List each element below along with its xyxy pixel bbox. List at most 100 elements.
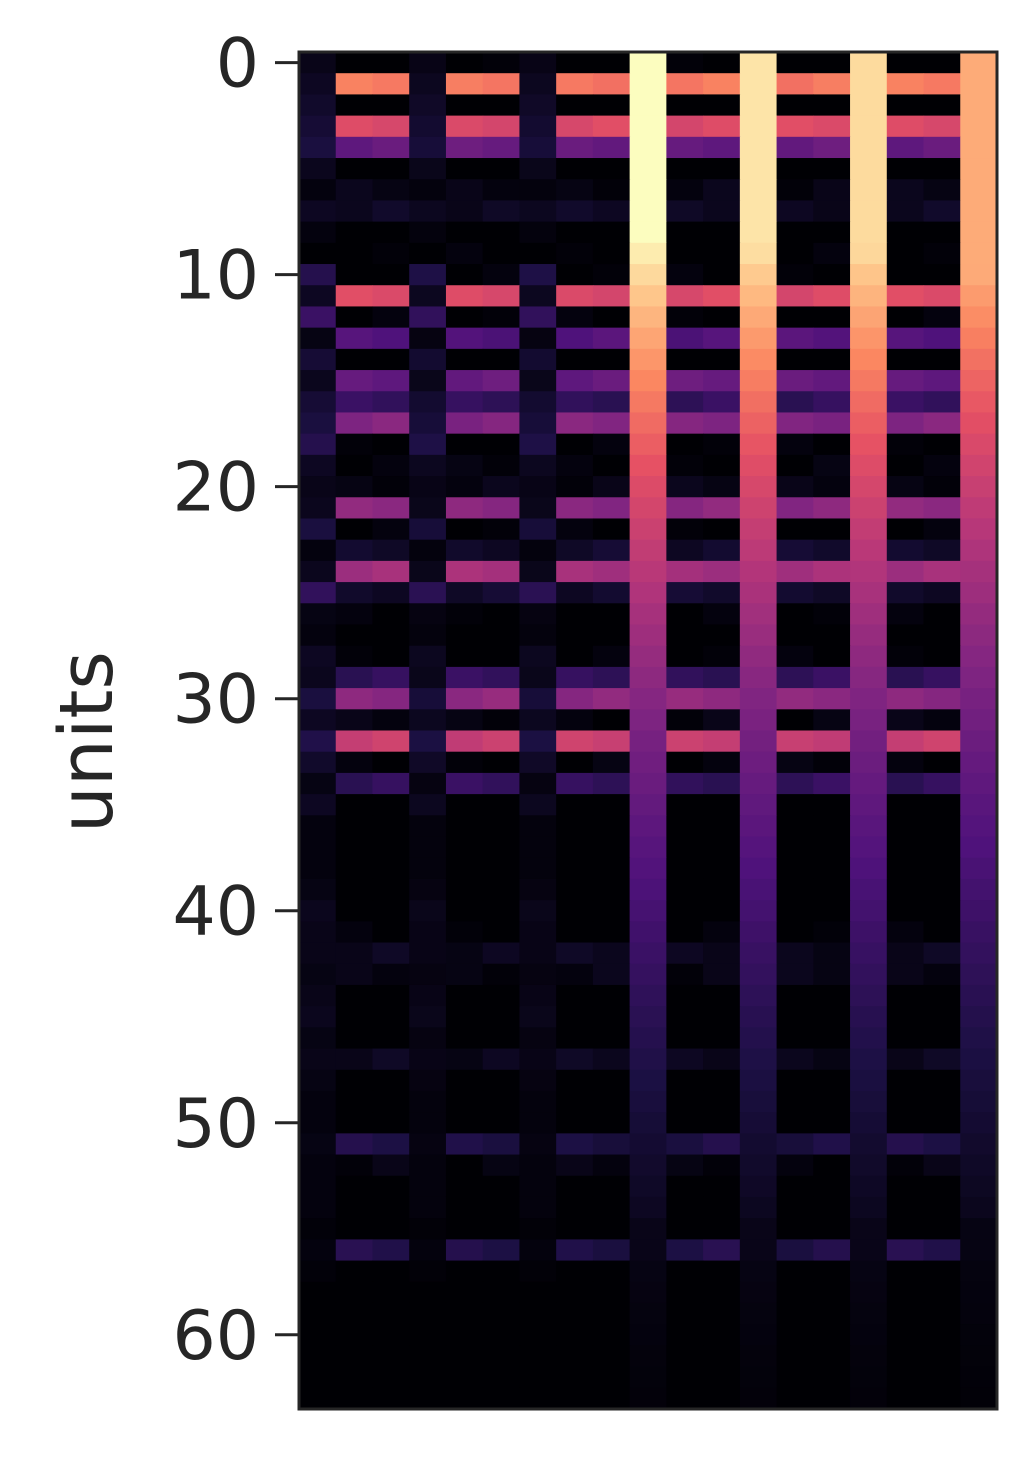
- heatmap-cell: [739, 1154, 778, 1177]
- heatmap-cell: [335, 370, 374, 392]
- heatmap-cell: [666, 454, 704, 477]
- heatmap-cell: [776, 391, 814, 414]
- heatmap-cell: [813, 52, 851, 74]
- heatmap-cell: [556, 433, 594, 456]
- heatmap-cell: [372, 370, 410, 392]
- heatmap-cell: [629, 518, 667, 541]
- heatmap-cell: [482, 518, 521, 541]
- heatmap-cell: [519, 560, 557, 583]
- heatmap-cell: [703, 1154, 741, 1177]
- heatmap-cell: [703, 285, 741, 308]
- heatmap-cell: [776, 1196, 814, 1219]
- heatmap-cell: [372, 1366, 410, 1389]
- heatmap-cell: [923, 1324, 961, 1346]
- heatmap-cell: [850, 1006, 888, 1028]
- heatmap-cell: [850, 1218, 888, 1240]
- heatmap-cell: [666, 518, 704, 541]
- heatmap-cell: [445, 772, 484, 795]
- heatmap-cell: [629, 1324, 667, 1346]
- heatmap-cell: [960, 1324, 998, 1346]
- heatmap-cell: [519, 1302, 557, 1325]
- heatmap-cell: [299, 1196, 337, 1219]
- heatmap-cell: [482, 984, 521, 1007]
- heatmap-cell: [850, 582, 888, 604]
- heatmap-cell: [335, 433, 374, 456]
- heatmap-cell: [813, 624, 851, 647]
- heatmap-cell: [445, 391, 484, 414]
- heatmap-cell: [886, 857, 925, 880]
- heatmap-cell: [886, 1133, 925, 1156]
- heatmap-cell: [666, 1027, 704, 1050]
- heatmap-cell: [629, 158, 667, 180]
- heatmap-cell: [703, 1218, 741, 1240]
- heatmap-cell: [813, 391, 851, 414]
- heatmap-cell: [960, 1196, 998, 1219]
- heatmap-cell: [482, 94, 521, 117]
- heatmap-cell: [776, 1027, 814, 1050]
- heatmap-cell: [556, 179, 594, 202]
- heatmap-cell: [739, 200, 778, 223]
- heatmap-cell: [482, 221, 521, 244]
- heatmap-cell: [960, 1175, 998, 1198]
- heatmap-cell: [886, 306, 925, 329]
- heatmap-cell: [703, 412, 741, 435]
- heatmap-cell: [299, 984, 337, 1007]
- heatmap-cell: [850, 815, 888, 838]
- heatmap-cell: [923, 1133, 961, 1156]
- heatmap-cell: [886, 1366, 925, 1389]
- heatmap-cell: [519, 136, 557, 159]
- heatmap-cell: [776, 1302, 814, 1325]
- heatmap-cell: [850, 242, 888, 265]
- heatmap-cell: [629, 900, 667, 922]
- heatmap-cell: [335, 200, 374, 223]
- heatmap-cell: [482, 1302, 521, 1325]
- heatmap-cell: [960, 709, 998, 732]
- heatmap-cell: [629, 1302, 667, 1325]
- heatmap-cell: [960, 221, 998, 244]
- heatmap-cell: [482, 603, 521, 626]
- heatmap-cell: [519, 391, 557, 414]
- heatmap-cell: [886, 709, 925, 732]
- heatmap-cell: [666, 242, 704, 265]
- heatmap-cell: [556, 645, 594, 668]
- heatmap-cell: [886, 412, 925, 435]
- heatmap-cell: [409, 730, 447, 753]
- heatmap-cell: [372, 1387, 410, 1410]
- heatmap-cell: [409, 921, 447, 944]
- heatmap-cell: [776, 560, 814, 583]
- heatmap-cell: [886, 560, 925, 583]
- heatmap-cell: [886, 1196, 925, 1219]
- heatmap-cell: [776, 518, 814, 541]
- heatmap-cell: [299, 454, 337, 477]
- heatmap-cell: [886, 497, 925, 520]
- heatmap-cell: [703, 645, 741, 668]
- heatmap-cell: [739, 264, 778, 286]
- heatmap-cell: [666, 221, 704, 244]
- heatmap-cell: [813, 751, 851, 774]
- heatmap-cell: [703, 1112, 741, 1134]
- heatmap-cell: [739, 242, 778, 265]
- heatmap-cell: [592, 348, 631, 371]
- heatmap-cell: [556, 1239, 594, 1262]
- heatmap-cell: [923, 666, 961, 689]
- heatmap-cell: [372, 1027, 410, 1050]
- heatmap-cell: [592, 1239, 631, 1262]
- heatmap-cell: [813, 942, 851, 965]
- heatmap-cell: [335, 688, 374, 710]
- heatmap-cell: [739, 857, 778, 880]
- heatmap-cell: [886, 221, 925, 244]
- heatmap-cell: [960, 688, 998, 710]
- heatmap-cell: [850, 603, 888, 626]
- heatmap-cell: [666, 433, 704, 456]
- heatmap-cell: [703, 794, 741, 816]
- heatmap-cell: [335, 921, 374, 944]
- heatmap-cell: [923, 115, 961, 138]
- heatmap-cell: [372, 497, 410, 520]
- heatmap-cell: [372, 709, 410, 732]
- heatmap-cell: [519, 1196, 557, 1219]
- heatmap-cell: [886, 1006, 925, 1028]
- heatmap-cell: [960, 454, 998, 477]
- heatmap-cell: [556, 476, 594, 498]
- heatmap-cell: [335, 497, 374, 520]
- heatmap-cell: [409, 179, 447, 202]
